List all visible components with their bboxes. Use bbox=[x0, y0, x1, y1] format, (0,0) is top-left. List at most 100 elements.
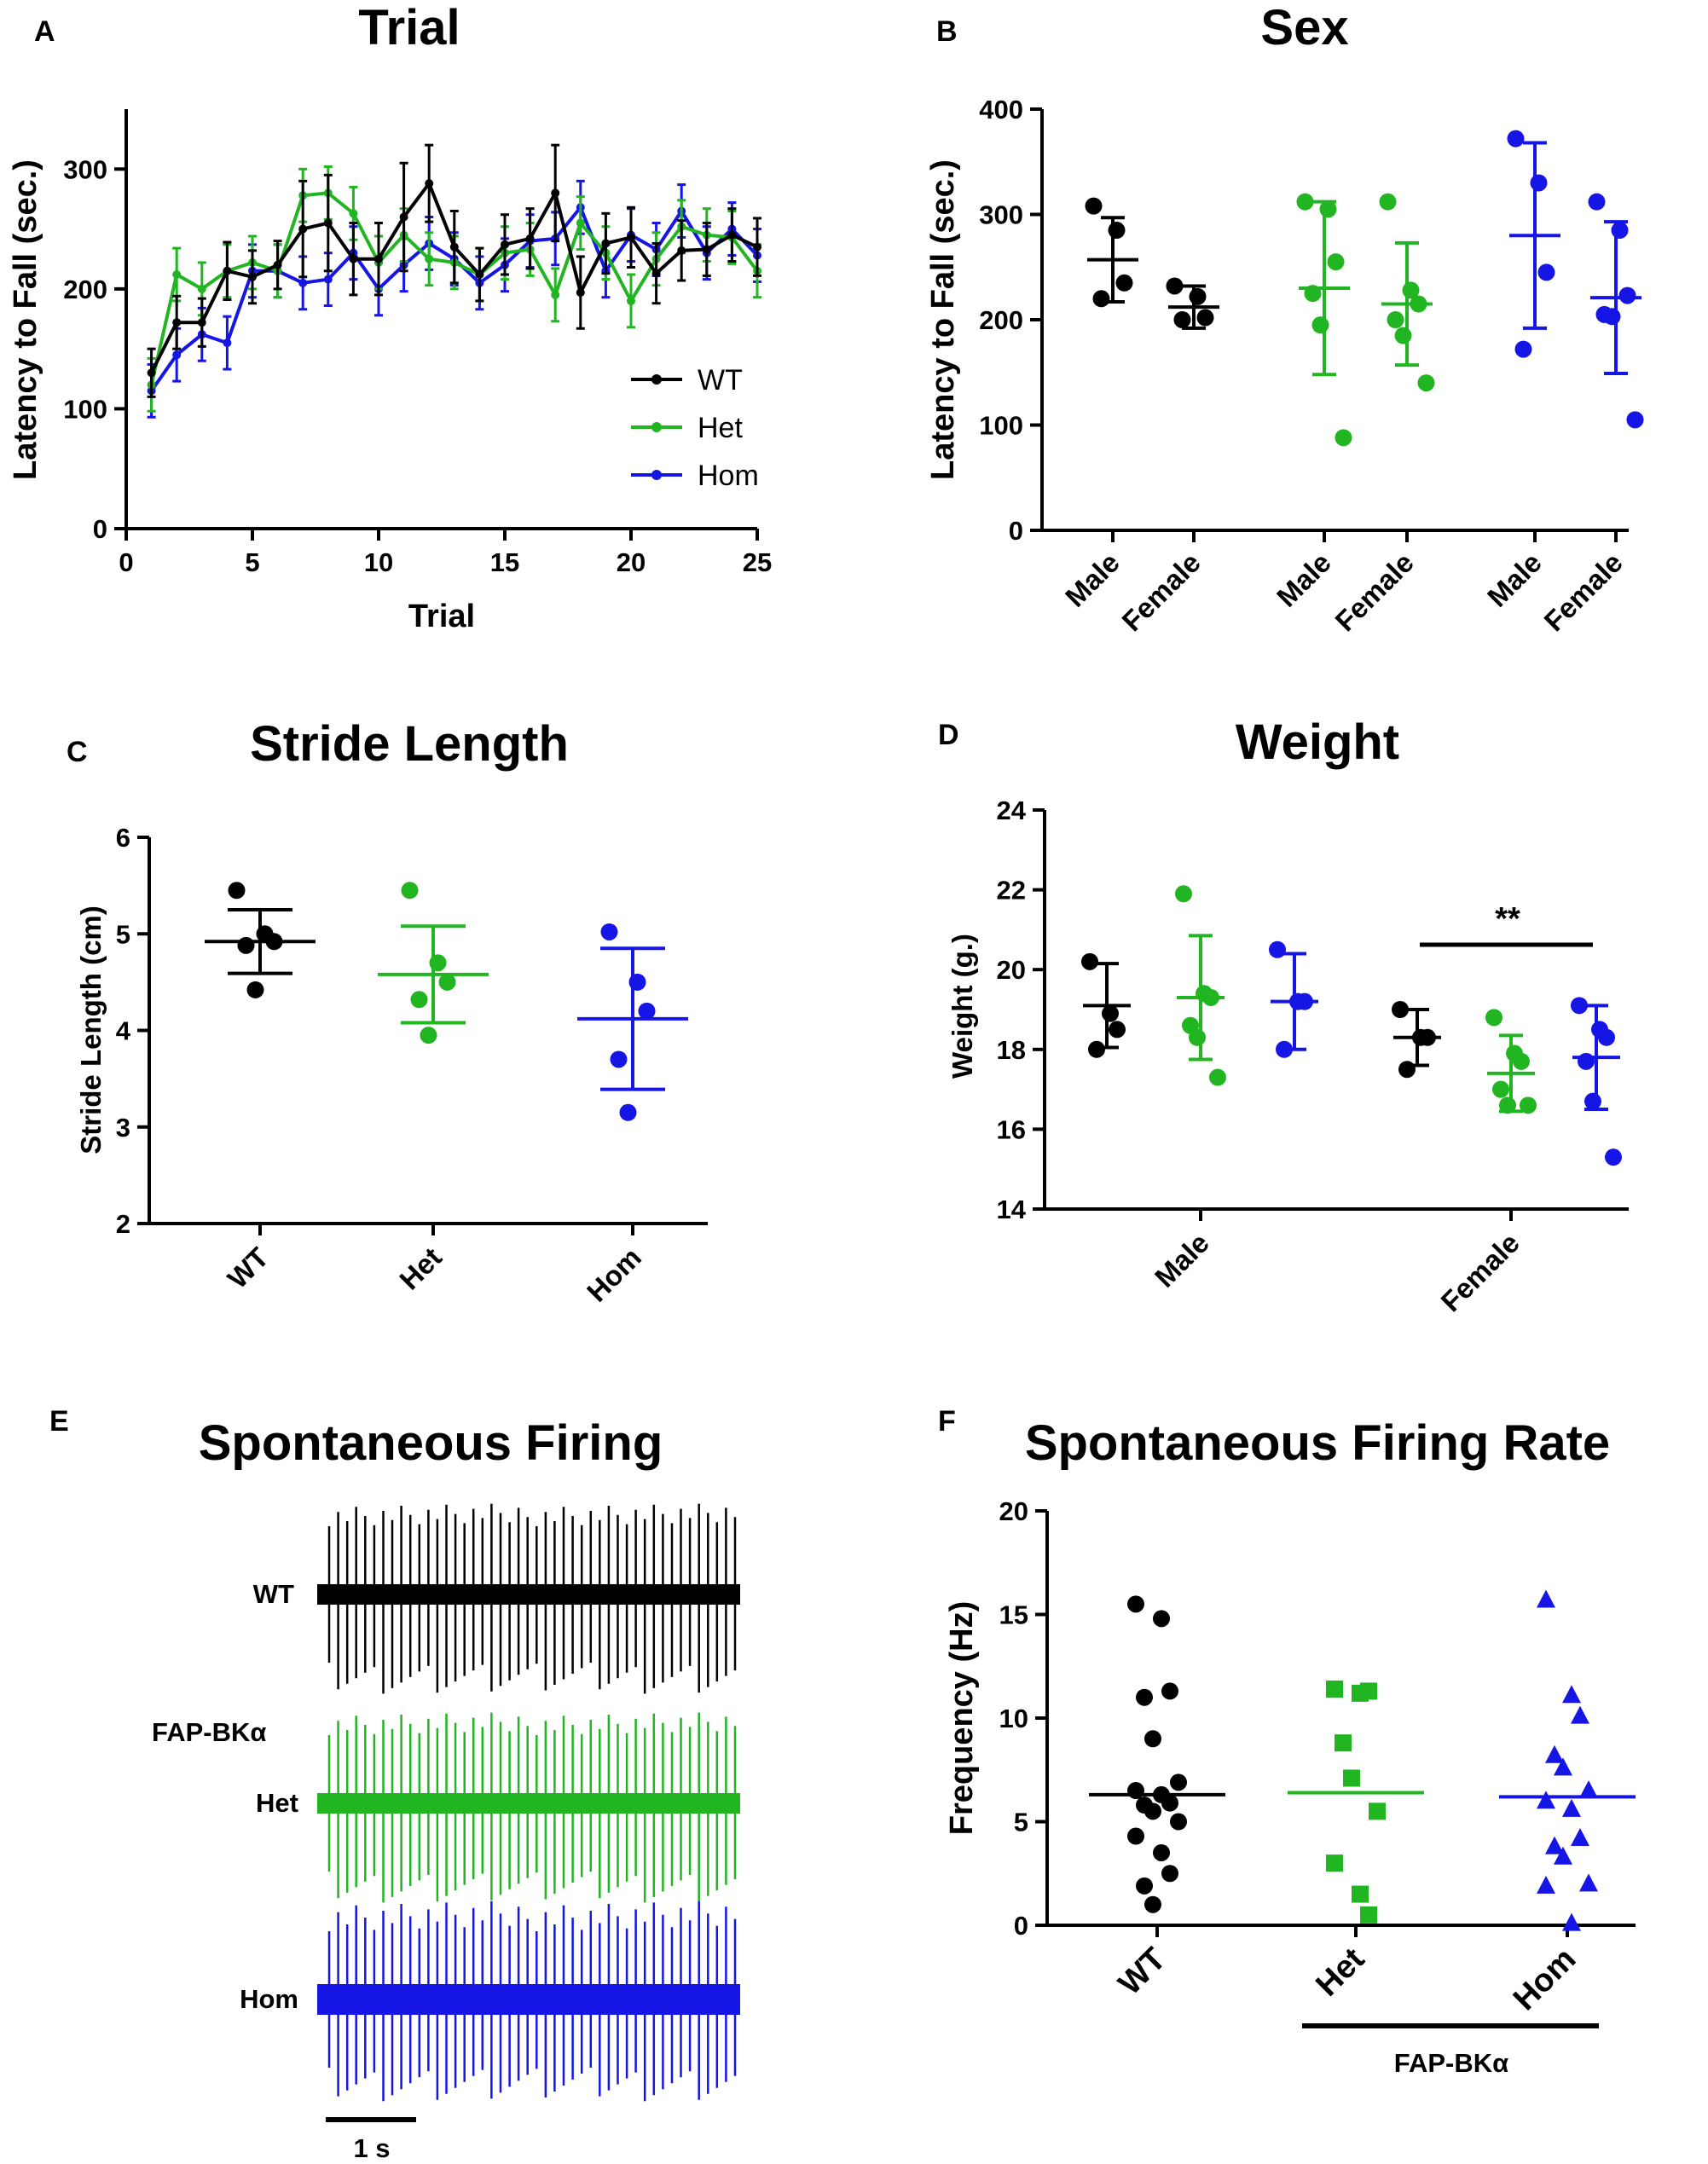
data-point bbox=[638, 1002, 656, 1020]
panel-f-title: Spontaneous Firing Rate bbox=[1025, 1415, 1610, 1471]
panel-a-x-tick-label: 25 bbox=[743, 547, 772, 577]
data-point bbox=[1161, 1794, 1178, 1812]
panel-f-y-label: Frequency (Hz) bbox=[944, 1601, 980, 1835]
data-point bbox=[1209, 1068, 1226, 1086]
data-point bbox=[1327, 253, 1345, 271]
panel-e-title: Spontaneous Firing bbox=[199, 1415, 663, 1471]
panel-a-title: Trial bbox=[358, 0, 460, 55]
panel-c-category-label: Het bbox=[393, 1241, 448, 1296]
data-point bbox=[237, 936, 255, 954]
data-point bbox=[1392, 1001, 1409, 1018]
legend-marker bbox=[651, 470, 662, 480]
panel-c-category-label: Hom bbox=[581, 1241, 647, 1308]
panel-c-y-tick-label: 4 bbox=[116, 1016, 131, 1046]
data-point bbox=[627, 233, 635, 242]
data-point bbox=[1127, 1827, 1144, 1845]
panel-label-C: C bbox=[67, 736, 88, 768]
panel-b-y-tick-label: 200 bbox=[979, 305, 1023, 335]
data-point bbox=[1343, 1769, 1360, 1787]
data-point bbox=[1189, 1028, 1206, 1046]
data-point bbox=[1326, 1680, 1343, 1698]
data-point bbox=[323, 275, 333, 284]
data-point bbox=[1394, 327, 1412, 344]
data-point bbox=[399, 212, 408, 222]
spike-train bbox=[327, 1712, 737, 1903]
data-point bbox=[1360, 1682, 1377, 1700]
group-het bbox=[1288, 1680, 1424, 1937]
data-point bbox=[551, 188, 560, 198]
data-point bbox=[349, 254, 358, 263]
data-point bbox=[172, 350, 182, 360]
group-het-male bbox=[1175, 885, 1226, 1086]
data-point bbox=[1170, 1773, 1187, 1791]
panel-d-y-tick-label: 24 bbox=[997, 796, 1027, 825]
panel-label-B: B bbox=[936, 15, 958, 48]
data-point bbox=[1144, 1895, 1161, 1913]
trace-wt bbox=[317, 1503, 740, 1694]
series-het bbox=[147, 165, 761, 413]
panel-d-y-tick-label: 22 bbox=[997, 876, 1026, 906]
data-point bbox=[172, 318, 182, 327]
panel-b-title: Sex bbox=[1260, 0, 1348, 55]
data-point bbox=[1584, 1092, 1601, 1110]
data-point bbox=[1269, 940, 1286, 958]
data-point bbox=[551, 290, 560, 299]
data-point bbox=[600, 923, 618, 940]
data-point bbox=[248, 272, 257, 281]
significance-label: ** bbox=[1495, 901, 1520, 937]
data-point bbox=[1571, 1705, 1589, 1724]
panel-d-y-label: Weight (g.) bbox=[947, 934, 978, 1079]
group-hom-female bbox=[1588, 193, 1644, 542]
data-point bbox=[1605, 1149, 1622, 1166]
data-point bbox=[1136, 1877, 1153, 1895]
trace-label-wt: WT bbox=[253, 1579, 294, 1609]
legend-marker bbox=[651, 374, 662, 385]
group-wt-male bbox=[1081, 952, 1131, 1058]
data-point bbox=[1085, 197, 1103, 215]
data-point bbox=[501, 240, 509, 249]
series-wt bbox=[147, 143, 761, 398]
data-point bbox=[1398, 1061, 1416, 1079]
panel-b-category-label: Male bbox=[1059, 547, 1126, 613]
data-point bbox=[1537, 1791, 1555, 1809]
panel-a-x-tick-label: 0 bbox=[119, 547, 133, 577]
data-point bbox=[1352, 1885, 1369, 1903]
data-point bbox=[1530, 174, 1548, 192]
data-point bbox=[223, 266, 232, 275]
data-point bbox=[1189, 287, 1207, 305]
data-point bbox=[1537, 1875, 1555, 1894]
data-point bbox=[410, 991, 428, 1009]
data-point bbox=[1514, 340, 1532, 358]
data-point bbox=[576, 218, 585, 228]
data-point bbox=[1520, 1096, 1537, 1114]
data-point bbox=[1579, 1873, 1598, 1892]
panel-b-category-label: Female bbox=[1537, 547, 1629, 638]
panel-a-y-tick-label: 100 bbox=[63, 394, 107, 424]
data-point bbox=[1562, 1798, 1581, 1817]
spike-train bbox=[327, 1503, 737, 1694]
data-point bbox=[619, 1103, 637, 1121]
group-het-female bbox=[1379, 193, 1435, 542]
data-point bbox=[651, 269, 661, 278]
data-point bbox=[197, 318, 206, 327]
group-wt bbox=[205, 882, 316, 1235]
data-point bbox=[298, 278, 308, 287]
data-point bbox=[1611, 222, 1629, 240]
panel-b-y-tick-label: 300 bbox=[979, 200, 1023, 230]
data-point bbox=[1562, 1912, 1581, 1931]
data-point bbox=[525, 234, 535, 243]
data-point bbox=[1554, 1846, 1572, 1865]
panel-a-x-tick-label: 10 bbox=[364, 547, 393, 577]
panel-a-y-tick-label: 200 bbox=[63, 275, 107, 304]
data-point bbox=[401, 882, 419, 900]
data-point bbox=[1161, 1682, 1178, 1700]
data-point bbox=[323, 218, 333, 228]
trace-hom bbox=[317, 1901, 740, 2102]
panel-c-y-label: Stride Length (cm) bbox=[75, 906, 107, 1154]
data-point bbox=[1387, 311, 1404, 328]
panel-f-y-tick-label: 0 bbox=[1014, 1911, 1028, 1941]
trace-label-het: Het bbox=[256, 1788, 298, 1818]
data-point bbox=[1571, 997, 1588, 1015]
data-point bbox=[1136, 1688, 1153, 1706]
